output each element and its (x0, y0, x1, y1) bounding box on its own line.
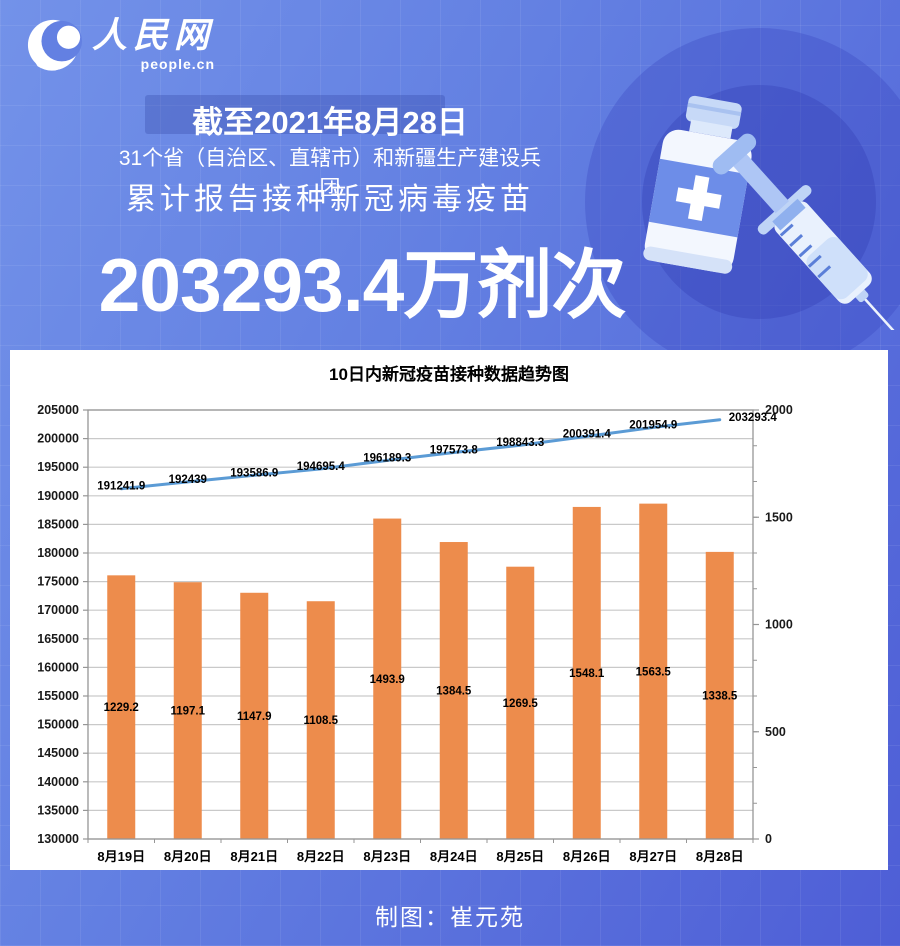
combo-chart: 130000 135000 140000 145000 150000 155000 1600… (37, 403, 793, 864)
bar-value-label: 1548.1 (569, 668, 605, 680)
bar (240, 592, 269, 839)
left-axis-tick-label: 160000 (37, 660, 79, 674)
header-subject-line: 累计报告接种新冠病毒疫苗 (126, 183, 534, 216)
right-axis-tick-label: 2000 (765, 403, 793, 417)
line-value-label: 201954.9 (629, 419, 677, 431)
x-category-label: 8月25日 (496, 849, 544, 864)
line-value-label: 203293.4 (729, 412, 778, 424)
bar (107, 575, 136, 839)
logo-chinese-text: 人民网 (92, 16, 216, 55)
x-category-label: 8月24日 (430, 849, 478, 864)
left-axis-tick-label: 205000 (37, 403, 79, 417)
bar (572, 506, 601, 839)
bar (439, 542, 468, 839)
people-cn-logo: 人民网 people.cn (26, 16, 215, 74)
right-axis-tick-label: 500 (765, 725, 786, 739)
bar-value-label: 1384.5 (436, 686, 472, 698)
date-highlight-band (145, 95, 445, 134)
headline-total-doses: 203293.4万剂次 (98, 243, 627, 327)
chart-title: 10日内新冠疫苗接种数据趋势图 (329, 365, 569, 384)
line-value-label: 192439 (169, 474, 207, 486)
x-category-label: 8月20日 (164, 849, 212, 864)
bar-value-label: 1269.5 (503, 698, 539, 710)
left-axis-tick-label: 200000 (37, 432, 79, 446)
left-axis-tick-label: 150000 (37, 718, 79, 732)
vaccine-vial-syringe-illustration (643, 95, 895, 330)
x-category-label: 8月27日 (629, 849, 677, 864)
bar (705, 551, 734, 839)
left-axis-tick-label: 175000 (37, 575, 79, 589)
bar (173, 582, 202, 839)
right-axis-tick-label: 1000 (765, 618, 793, 632)
bar-value-label: 1108.5 (303, 715, 338, 727)
moon-swirl-icon (27, 19, 83, 71)
left-axis-tick-label: 155000 (37, 689, 79, 703)
bar-value-label: 1493.9 (370, 674, 405, 686)
line-value-label: 196189.3 (363, 452, 411, 464)
left-axis-tick-label: 165000 (37, 632, 79, 646)
x-category-label: 8月28日 (696, 849, 744, 864)
line-value-label: 193586.9 (230, 467, 278, 479)
left-axis-tick-label: 130000 (37, 832, 79, 846)
line-value-label: 198843.3 (496, 437, 544, 449)
chart-panel: 10日内新冠疫苗接种数据趋势图 130000 135000 140000 145000… (10, 350, 888, 870)
right-axis-tick-label: 1500 (765, 510, 793, 524)
bar-value-label: 1197.1 (170, 706, 205, 718)
left-axis-tick-label: 145000 (37, 746, 79, 760)
left-axis-tick-label: 185000 (37, 517, 79, 531)
x-category-label: 8月21日 (230, 849, 278, 864)
logo-english-text: people.cn (140, 56, 216, 72)
left-axis-tick-label: 195000 (37, 460, 79, 474)
credit-line: 制图：崔元苑 (375, 904, 525, 930)
x-category-label: 8月19日 (97, 849, 145, 864)
x-category-label: 8月23日 (363, 849, 411, 864)
line-value-label: 194695.4 (297, 461, 346, 473)
header-date-line: 截至2021年8月28日 (192, 105, 468, 140)
x-category-label: 8月22日 (297, 849, 345, 864)
line-value-label: 197573.8 (430, 444, 479, 456)
header-scope-line: 31个省（自治区、直辖市）和新疆生产建设兵团 (118, 147, 542, 200)
bar-value-label: 1563.5 (636, 666, 672, 678)
bar-value-label: 1338.5 (702, 690, 738, 702)
left-axis-tick-label: 180000 (37, 546, 79, 560)
line-value-label: 191241.9 (97, 481, 145, 493)
bar (306, 601, 335, 839)
left-axis-tick-label: 135000 (37, 803, 79, 817)
bar (506, 566, 535, 839)
total-line (119, 418, 722, 491)
bar-value-label: 1147.9 (237, 711, 272, 723)
bar (639, 503, 668, 839)
right-axis-tick-label: 0 (765, 832, 772, 846)
left-axis-tick-label: 170000 (37, 603, 79, 617)
bar (373, 518, 402, 839)
x-category-label: 8月26日 (563, 849, 611, 864)
bar-value-label: 1229.2 (104, 702, 139, 714)
left-axis-tick-label: 140000 (37, 775, 79, 789)
left-axis-tick-label: 190000 (37, 489, 79, 503)
line-value-label: 200391.4 (563, 428, 612, 440)
